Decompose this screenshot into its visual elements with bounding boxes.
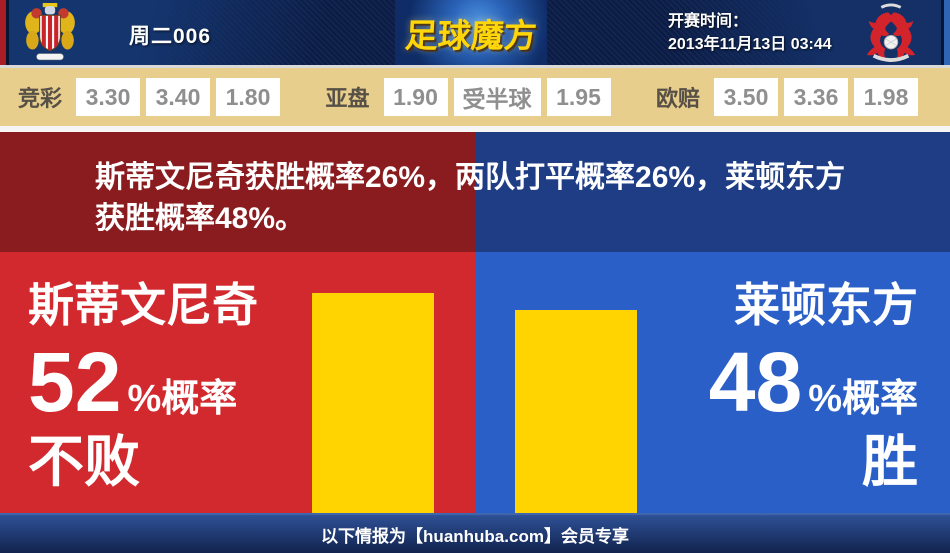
match-number: 周二006: [129, 25, 212, 48]
away-team-crest-icon: [862, 2, 920, 63]
jingcai-odds-draw: 3.40: [146, 78, 211, 116]
right-blue-edge-stripe: [941, 0, 950, 65]
odds-group-yapan: 亚盘 1.90 受半球 1.95: [325, 78, 611, 116]
oupei-odds-draw: 3.36: [783, 78, 848, 116]
prediction-summary: 斯蒂文尼奇获胜概率26%，两队打平概率26%，莱顿东方获胜概率48%。: [95, 161, 846, 235]
yapan-odds-away: 1.95: [546, 78, 611, 116]
yapan-odds-home: 1.90: [383, 78, 448, 116]
home-summary-band: [0, 132, 475, 252]
probability-panel: 斯蒂文尼奇获胜概率26%，两队打平概率26%，莱顿东方获胜概率48%。 斯蒂文尼…: [0, 132, 950, 513]
home-team-name: 斯蒂文尼奇: [28, 279, 258, 331]
jingcai-odds-away: 1.80: [216, 78, 281, 116]
odds-divider: [0, 126, 950, 132]
header-divider: [0, 65, 950, 68]
site-logo: 足球魔方: [395, 0, 547, 65]
oupei-odds-home: 3.50: [713, 78, 778, 116]
match-header: 周二006 足球魔方 开赛时间： 2013年11月13日 03:44: [0, 0, 950, 65]
away-team-block: 莱顿东方 48 %概率 胜: [709, 280, 918, 492]
home-team-crest-icon: [24, 3, 76, 63]
odds-group-oupei: 欧赔 3.50 3.36 1.98: [656, 78, 918, 116]
away-percent-value: 48: [708, 335, 803, 429]
member-notice: 以下情报为【huanhuba.com】会员专享: [321, 526, 629, 546]
home-percent-suffix: %概率: [127, 378, 238, 420]
away-probability-bar: [515, 310, 637, 513]
site-logo-text: 足球魔方: [403, 16, 538, 54]
odds-group-jingcai: 竞彩 3.30 3.40 1.80: [18, 78, 281, 116]
kickoff-time: 2013年11月13日 03:44: [668, 36, 832, 53]
home-percent-value: 52: [28, 335, 122, 429]
jingcai-odds-home: 3.30: [76, 78, 141, 116]
kickoff-time-block: 开赛时间： 2013年11月13日 03:44: [668, 10, 832, 56]
yapan-handicap: 受半球: [453, 78, 541, 116]
yapan-label: 亚盘: [325, 86, 370, 111]
jingcai-label: 竞彩: [18, 86, 63, 111]
away-verdict: 胜: [862, 430, 918, 493]
home-percent-line: 52 %概率: [28, 340, 258, 424]
away-percent-line: 48 %概率: [709, 340, 918, 424]
oupei-odds-away: 1.98: [853, 78, 918, 116]
footer-bar: 以下情报为【huanhuba.com】会员专享: [0, 513, 950, 553]
home-probability-bar: [312, 293, 434, 513]
left-red-edge-stripe: [0, 0, 9, 65]
kickoff-label: 开赛时间：: [668, 13, 749, 30]
oupei-label: 欧赔: [655, 86, 700, 111]
away-percent-suffix: %概率: [808, 378, 918, 420]
away-summary-band: [475, 132, 950, 252]
home-team-block: 斯蒂文尼奇 52 %概率 不败: [28, 280, 258, 492]
home-verdict: 不败: [28, 430, 140, 493]
odds-bar: 竞彩 3.30 3.40 1.80 亚盘 1.90 受半球 1.95 欧赔 3.…: [0, 68, 950, 126]
away-team-name: 莱顿东方: [734, 279, 918, 331]
